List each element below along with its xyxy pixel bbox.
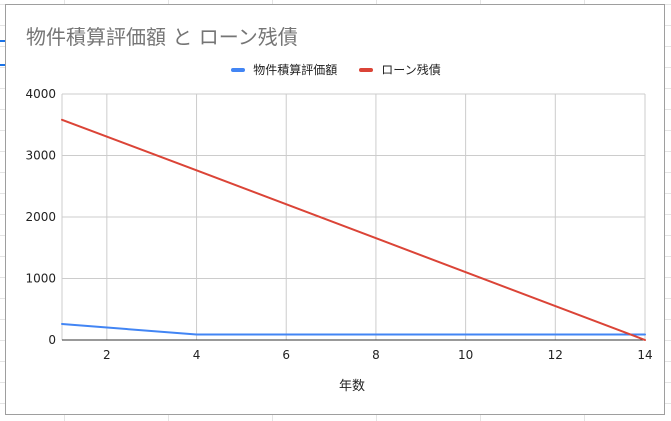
legend-label-valuation: 物件積算評価額 [253, 63, 338, 77]
x-tick-label-10: 10 [458, 348, 473, 362]
series-line-loan [61, 118, 646, 341]
x-tick-label-4: 4 [193, 348, 201, 362]
horizontal-gridlines [62, 93, 645, 279]
x-tick-label-2: 2 [103, 348, 111, 362]
y-tick-label-4000: 4000 [25, 87, 56, 101]
chart-card[interactable]: 物件積算評価額 と ローン残債 物件積算評価額 ローン残債 0 1000 2000 3… [5, 4, 665, 415]
x-tick-label-6: 6 [282, 348, 290, 362]
legend-item-valuation[interactable]: 物件積算評価額 [231, 61, 337, 78]
x-axis-tick-labels: 2 4 6 8 10 12 14 [103, 348, 653, 362]
legend-item-loan[interactable]: ローン残債 [359, 61, 441, 78]
legend-swatch-loan [359, 67, 374, 72]
y-tick-label-1000: 1000 [25, 272, 56, 286]
series-line-valuation [61, 323, 646, 336]
chart-legend: 物件積算評価額 ローン残債 [6, 61, 666, 78]
x-tick-label-12: 12 [548, 348, 563, 362]
legend-label-loan: ローン残債 [381, 63, 441, 77]
legend-swatch-valuation [231, 67, 246, 72]
plot-area: 0 1000 2000 3000 4000 2 4 6 8 10 12 14 年数 [25, 87, 653, 394]
y-tick-label-0: 0 [48, 333, 56, 347]
y-tick-label-2000: 2000 [25, 210, 56, 224]
x-axis-title: 年数 [339, 379, 365, 394]
y-axis-tick-labels: 0 1000 2000 3000 4000 [25, 87, 56, 347]
chart-title: 物件積算評価額 と ローン残債 [26, 25, 298, 49]
x-tick-label-14: 14 [637, 348, 652, 362]
series-lines [61, 118, 646, 341]
x-tick-label-8: 8 [372, 348, 380, 362]
y-tick-label-3000: 3000 [25, 149, 56, 163]
row-selection-marker [0, 40, 6, 42]
row-selection-marker [0, 64, 6, 66]
